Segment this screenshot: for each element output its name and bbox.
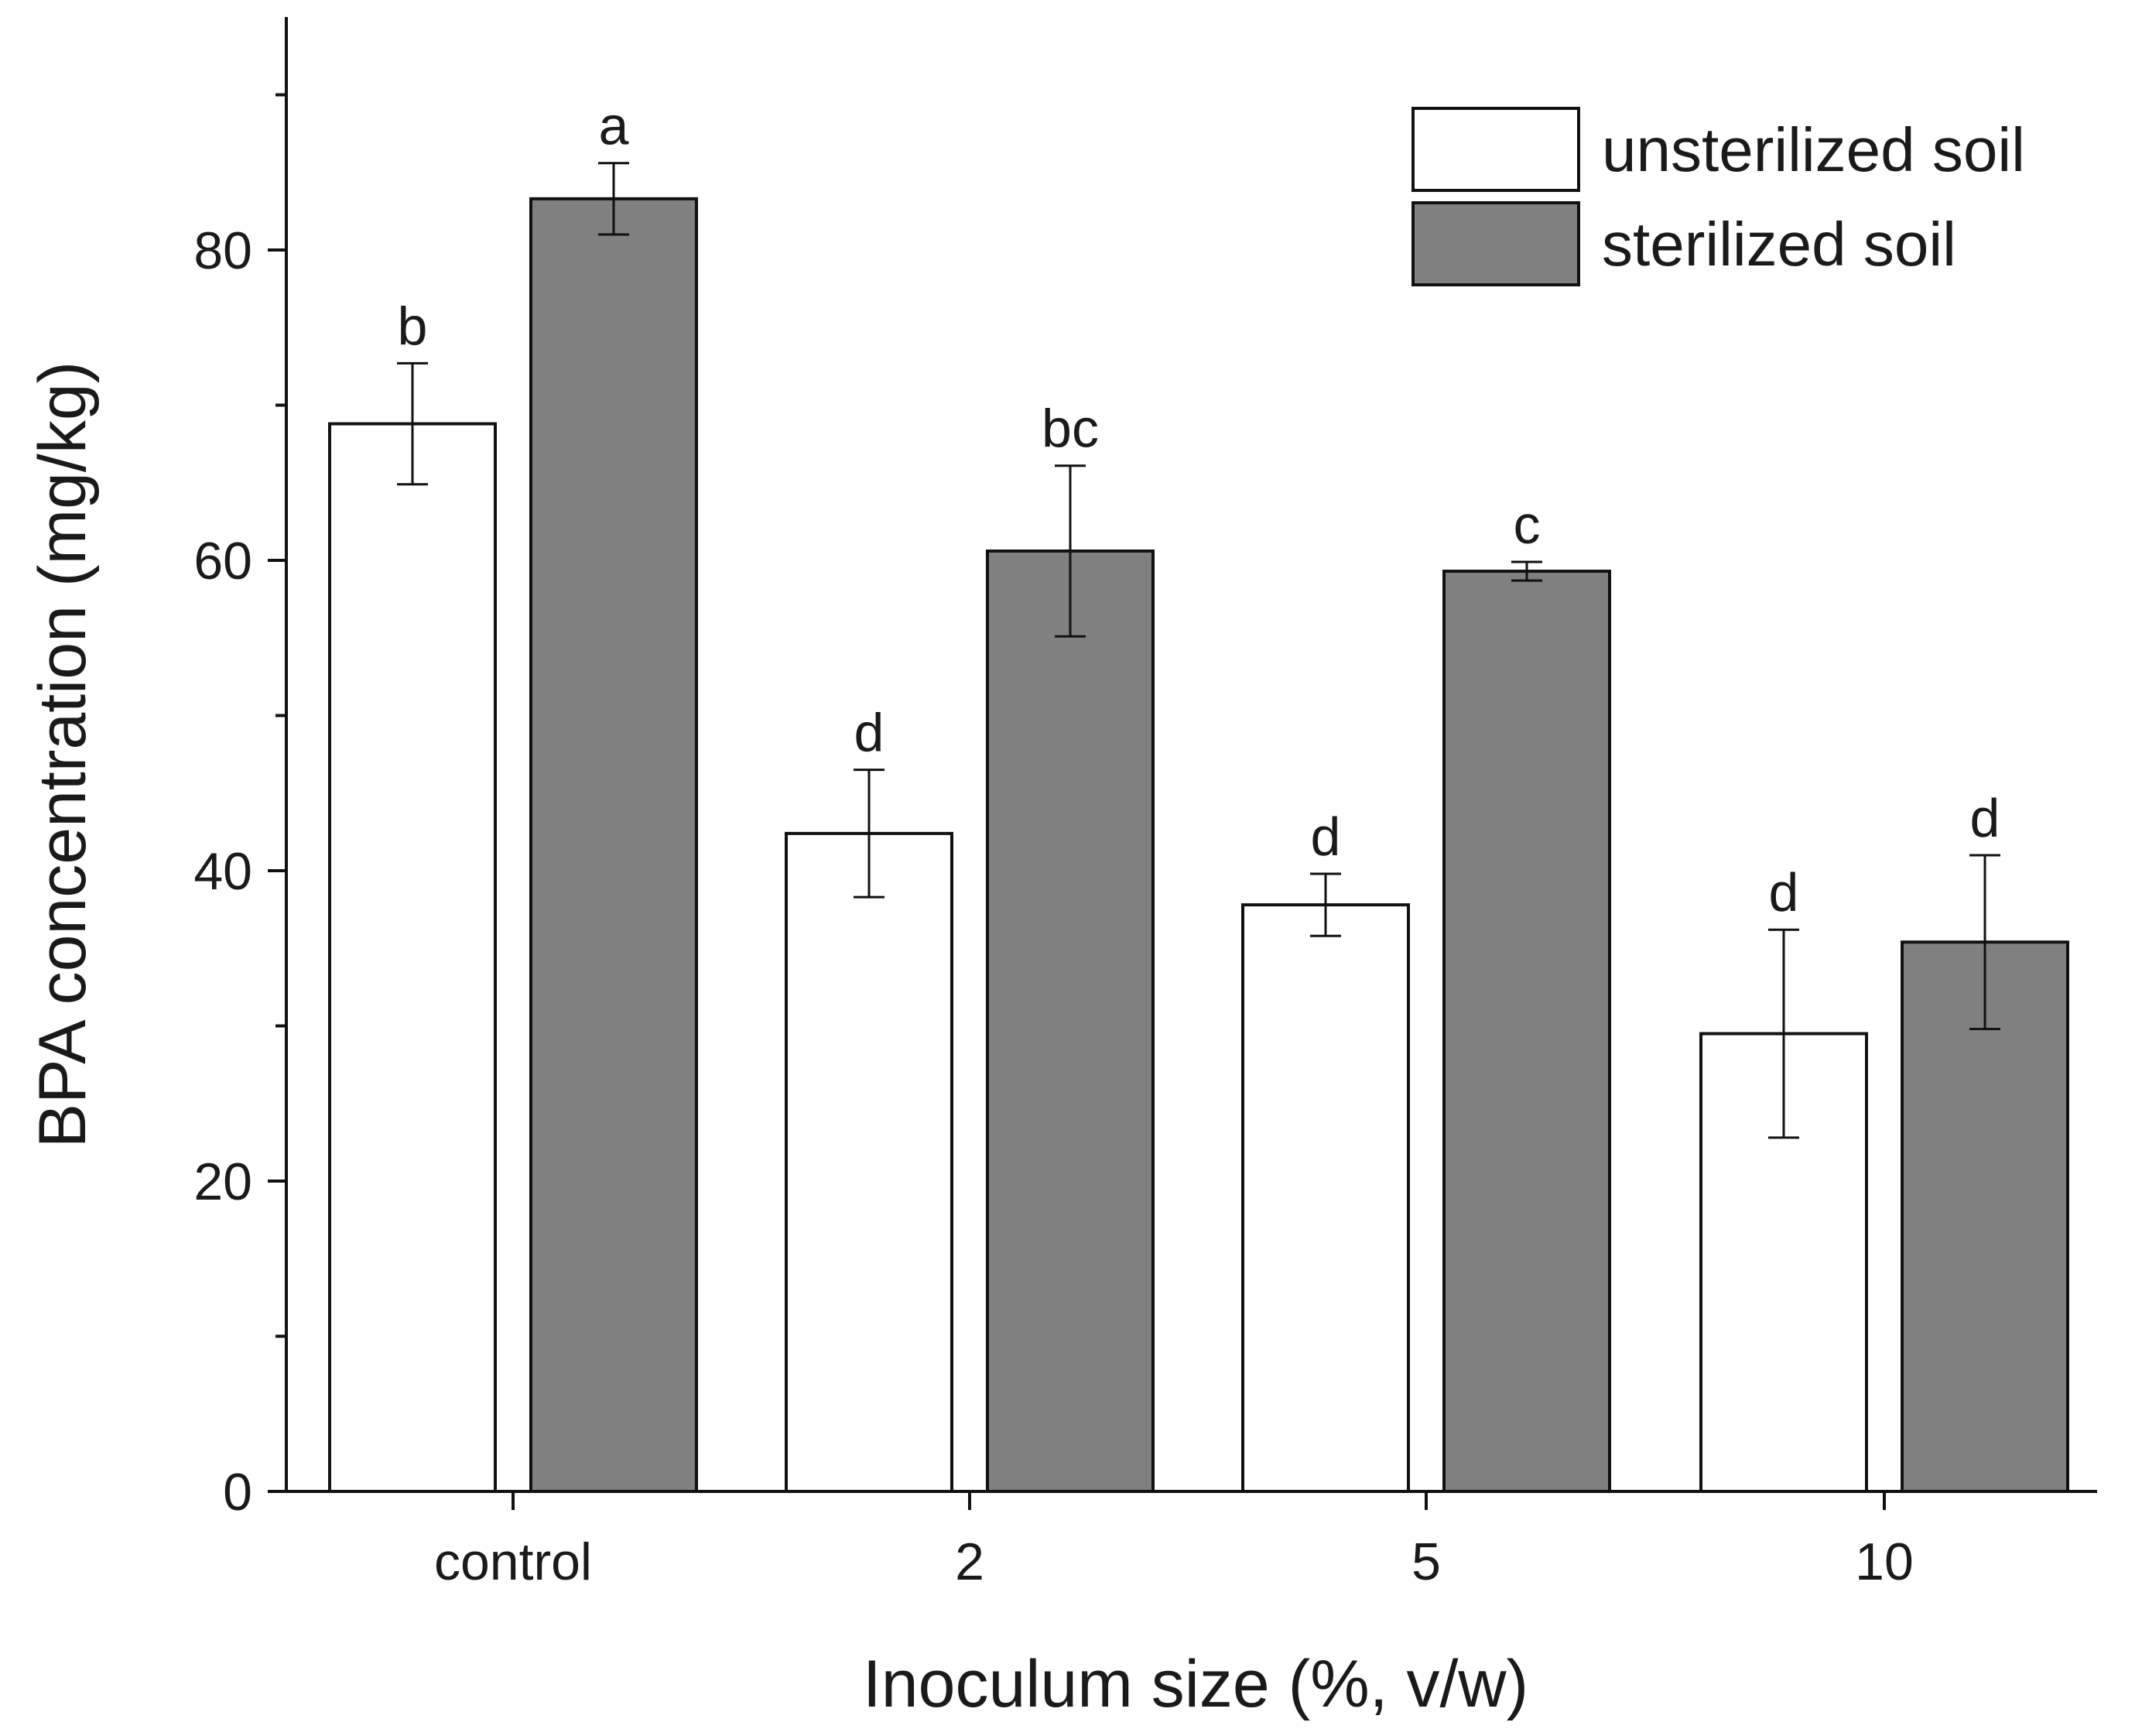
significance-label: b (398, 296, 428, 356)
y-tick-label: 60 (193, 532, 252, 591)
legend: unsterilized soil sterilized soil (1411, 107, 2025, 286)
legend-label: sterilized soil (1602, 210, 1956, 279)
error-bars-layer (397, 162, 2000, 1139)
axes-layer: 0 20 40 60 80 control 2 5 10 (193, 17, 2097, 1591)
y-tick-label: 40 (193, 842, 252, 901)
y-axis-label: BPA concentration (mg/kg) (26, 361, 100, 1149)
bar-unsterilized-2 (785, 831, 953, 1493)
y-tick-label: 20 (193, 1152, 252, 1211)
significance-label: a (599, 96, 629, 156)
bar-sterilized-2 (986, 549, 1155, 1493)
x-tick-label: 2 (955, 1532, 984, 1591)
x-axis-label: Inoculum size (%, v/w) (863, 1647, 1528, 1721)
x-tick-label: control (434, 1532, 592, 1591)
bar-unsterilized-control (328, 422, 497, 1493)
legend-label: unsterilized soil (1602, 115, 2025, 184)
bar-unsterilized-5 (1241, 903, 1410, 1493)
legend-swatch-sterilized (1411, 201, 1580, 286)
significance-label: d (854, 703, 885, 763)
significance-label: d (1769, 862, 1799, 923)
y-tick-label: 0 (223, 1463, 252, 1522)
significance-labels-layer: b a d bc d c d d (398, 96, 2000, 923)
significance-label: d (1970, 788, 2000, 848)
significance-label: c (1514, 495, 1541, 555)
significance-label: d (1311, 806, 1341, 867)
bar-sterilized-control (529, 197, 698, 1494)
bars-layer (328, 197, 2069, 1494)
bar-sterilized-10 (1901, 940, 2069, 1493)
y-tick-label: 80 (193, 221, 252, 280)
significance-label: bc (1042, 399, 1099, 459)
x-tick-label: 5 (1411, 1532, 1441, 1591)
bar-sterilized-5 (1442, 570, 1611, 1493)
x-tick-label: 10 (1855, 1532, 1914, 1591)
legend-swatch-unsterilized (1411, 107, 1580, 192)
